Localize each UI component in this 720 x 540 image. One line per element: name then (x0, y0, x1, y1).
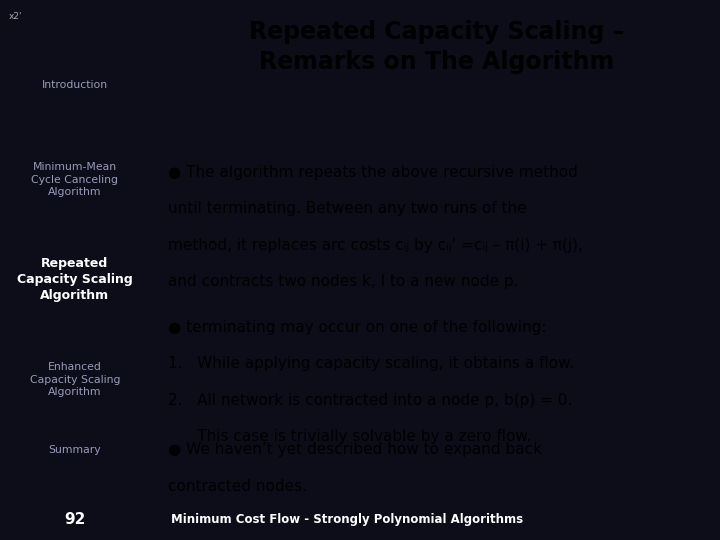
Text: x2': x2' (9, 12, 22, 22)
Text: ● We haven’t yet described how to expand back: ● We haven’t yet described how to expand… (168, 442, 542, 457)
Text: Summary: Summary (48, 444, 102, 455)
Text: Repeated
Capacity Scaling
Algorithm: Repeated Capacity Scaling Algorithm (17, 257, 132, 302)
Text: Enhanced
Capacity Scaling
Algorithm: Enhanced Capacity Scaling Algorithm (30, 362, 120, 397)
Text: 2.   All network is contracted into a node p, b(p) = 0.: 2. All network is contracted into a node… (168, 393, 572, 408)
Text: Repeated Capacity Scaling –
Remarks on The Algorithm: Repeated Capacity Scaling – Remarks on T… (249, 20, 625, 73)
Text: 1.   While applying capacity scaling, it obtains a flow.: 1. While applying capacity scaling, it o… (168, 356, 575, 371)
Text: until terminating. Between any two runs of the: until terminating. Between any two runs … (168, 201, 527, 217)
Text: Minimum-Mean
Cycle Canceling
Algorithm: Minimum-Mean Cycle Canceling Algorithm (32, 163, 118, 197)
Text: ● terminating may occur on one of the following:: ● terminating may occur on one of the fo… (168, 320, 546, 335)
Text: This case is trivially solvable by a zero flow.: This case is trivially solvable by a zer… (168, 429, 531, 444)
Text: and contracts two nodes k, l to a new node p.: and contracts two nodes k, l to a new no… (168, 274, 519, 289)
Text: Minimum Cost Flow - Strongly Polynomial Algorithms: Minimum Cost Flow - Strongly Polynomial … (171, 513, 523, 526)
Text: ● The algorithm repeats the above recursive method: ● The algorithm repeats the above recurs… (168, 165, 578, 180)
Text: 92: 92 (64, 512, 86, 527)
Text: Introduction: Introduction (42, 80, 108, 90)
Text: method, it replaces arc costs cᵢⱼ by cᵢⱼ’ =cᵢⱼ – π(i) + π(j),: method, it replaces arc costs cᵢⱼ by cᵢⱼ… (168, 238, 583, 253)
Text: contracted nodes.: contracted nodes. (168, 478, 307, 494)
